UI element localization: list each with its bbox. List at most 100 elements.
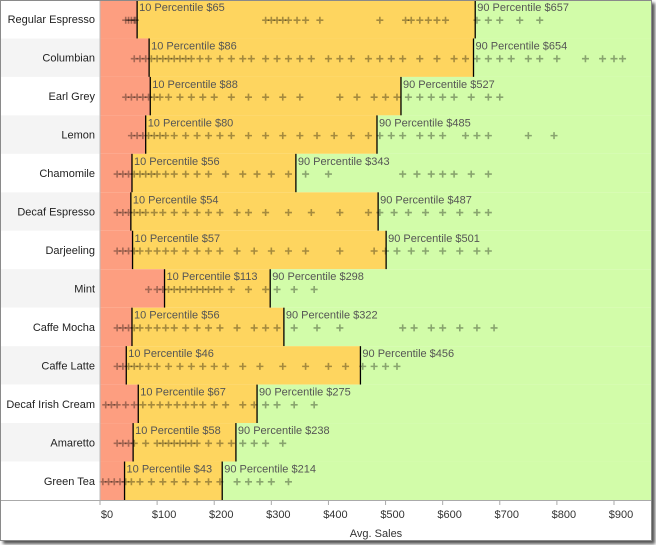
data-point xyxy=(473,55,481,63)
row-label: Caffe Latte xyxy=(41,360,95,372)
data-point xyxy=(216,247,224,255)
data-point xyxy=(439,93,447,101)
data-point xyxy=(145,247,153,255)
band-above-p90 xyxy=(378,192,652,231)
data-point xyxy=(159,478,167,486)
data-point xyxy=(336,55,344,63)
row-header-background xyxy=(0,346,100,385)
data-point xyxy=(376,16,384,24)
data-point xyxy=(199,285,207,293)
data-point xyxy=(139,401,147,409)
data-point xyxy=(227,132,235,140)
data-point xyxy=(433,55,441,63)
data-point xyxy=(119,247,127,255)
p10-label: 10 Percentile $43 xyxy=(127,464,213,476)
data-point xyxy=(182,55,190,63)
row-label: Regular Espresso xyxy=(8,14,95,26)
data-point xyxy=(393,362,401,370)
data-point xyxy=(205,247,213,255)
row-label: Green Tea xyxy=(44,476,96,488)
row-header-background xyxy=(0,230,100,270)
data-point xyxy=(516,16,524,24)
data-point xyxy=(324,362,332,370)
row-label: Darjeeling xyxy=(45,245,95,257)
data-point xyxy=(127,16,135,24)
data-point xyxy=(113,401,121,409)
x-tick-label: $100 xyxy=(152,509,176,521)
data-point xyxy=(507,55,515,63)
data-point xyxy=(170,439,178,447)
data-point xyxy=(113,324,121,332)
data-point xyxy=(302,362,310,370)
row-mint: Mint 10 Percentile $113 90 Percentile $298 xyxy=(0,269,652,308)
data-point xyxy=(239,362,247,370)
data-point xyxy=(422,247,430,255)
data-point xyxy=(182,478,190,486)
data-point xyxy=(113,362,121,370)
x-tick-label: $500 xyxy=(380,509,404,521)
data-point xyxy=(210,93,218,101)
p90-label: 90 Percentile $527 xyxy=(403,79,495,91)
data-point xyxy=(130,401,138,409)
data-point xyxy=(193,324,201,332)
data-point xyxy=(119,209,127,217)
data-point xyxy=(216,209,224,217)
data-point xyxy=(170,478,178,486)
data-point xyxy=(279,93,287,101)
data-point xyxy=(170,55,178,63)
data-point xyxy=(262,132,270,140)
data-point xyxy=(496,93,504,101)
data-point xyxy=(399,324,407,332)
x-tick-label: $800 xyxy=(552,509,576,521)
data-point xyxy=(433,16,441,24)
data-point xyxy=(162,132,170,140)
row-label: Chamomile xyxy=(39,168,95,180)
data-point xyxy=(279,362,287,370)
band-above-p90 xyxy=(222,461,652,500)
data-point xyxy=(130,439,138,447)
band-p10-to-p90 xyxy=(131,307,284,347)
p90-label: 90 Percentile $343 xyxy=(298,156,390,168)
data-point xyxy=(619,55,627,63)
data-point xyxy=(176,93,184,101)
band-p10-to-p90 xyxy=(138,384,258,424)
data-point xyxy=(244,93,252,101)
data-point xyxy=(370,247,378,255)
band-above-p90 xyxy=(270,269,652,308)
data-point xyxy=(353,93,361,101)
p90-label: 90 Percentile $214 xyxy=(224,464,316,476)
data-point xyxy=(125,16,133,24)
data-point xyxy=(142,439,150,447)
band-below-p10 xyxy=(100,423,134,462)
data-point xyxy=(284,55,292,63)
band-above-p90 xyxy=(400,76,652,116)
data-point xyxy=(119,324,127,332)
data-point xyxy=(402,16,410,24)
data-point xyxy=(205,439,213,447)
data-point xyxy=(553,55,561,63)
data-point xyxy=(376,55,384,63)
data-point xyxy=(102,401,110,409)
data-point xyxy=(273,324,281,332)
data-point xyxy=(147,170,155,178)
data-point xyxy=(130,55,138,63)
data-point xyxy=(142,209,150,217)
data-point xyxy=(182,132,190,140)
data-point xyxy=(127,478,135,486)
band-above-p90 xyxy=(235,423,652,462)
data-point xyxy=(490,324,498,332)
data-point xyxy=(290,324,298,332)
data-point xyxy=(107,401,115,409)
data-point xyxy=(147,401,155,409)
data-point xyxy=(407,16,415,24)
data-point xyxy=(156,132,164,140)
row-header-background xyxy=(0,307,100,347)
data-point xyxy=(442,16,450,24)
data-point xyxy=(550,132,558,140)
data-point xyxy=(119,170,127,178)
data-point xyxy=(239,401,247,409)
data-point xyxy=(193,285,201,293)
data-point xyxy=(484,247,492,255)
data-point xyxy=(187,439,195,447)
